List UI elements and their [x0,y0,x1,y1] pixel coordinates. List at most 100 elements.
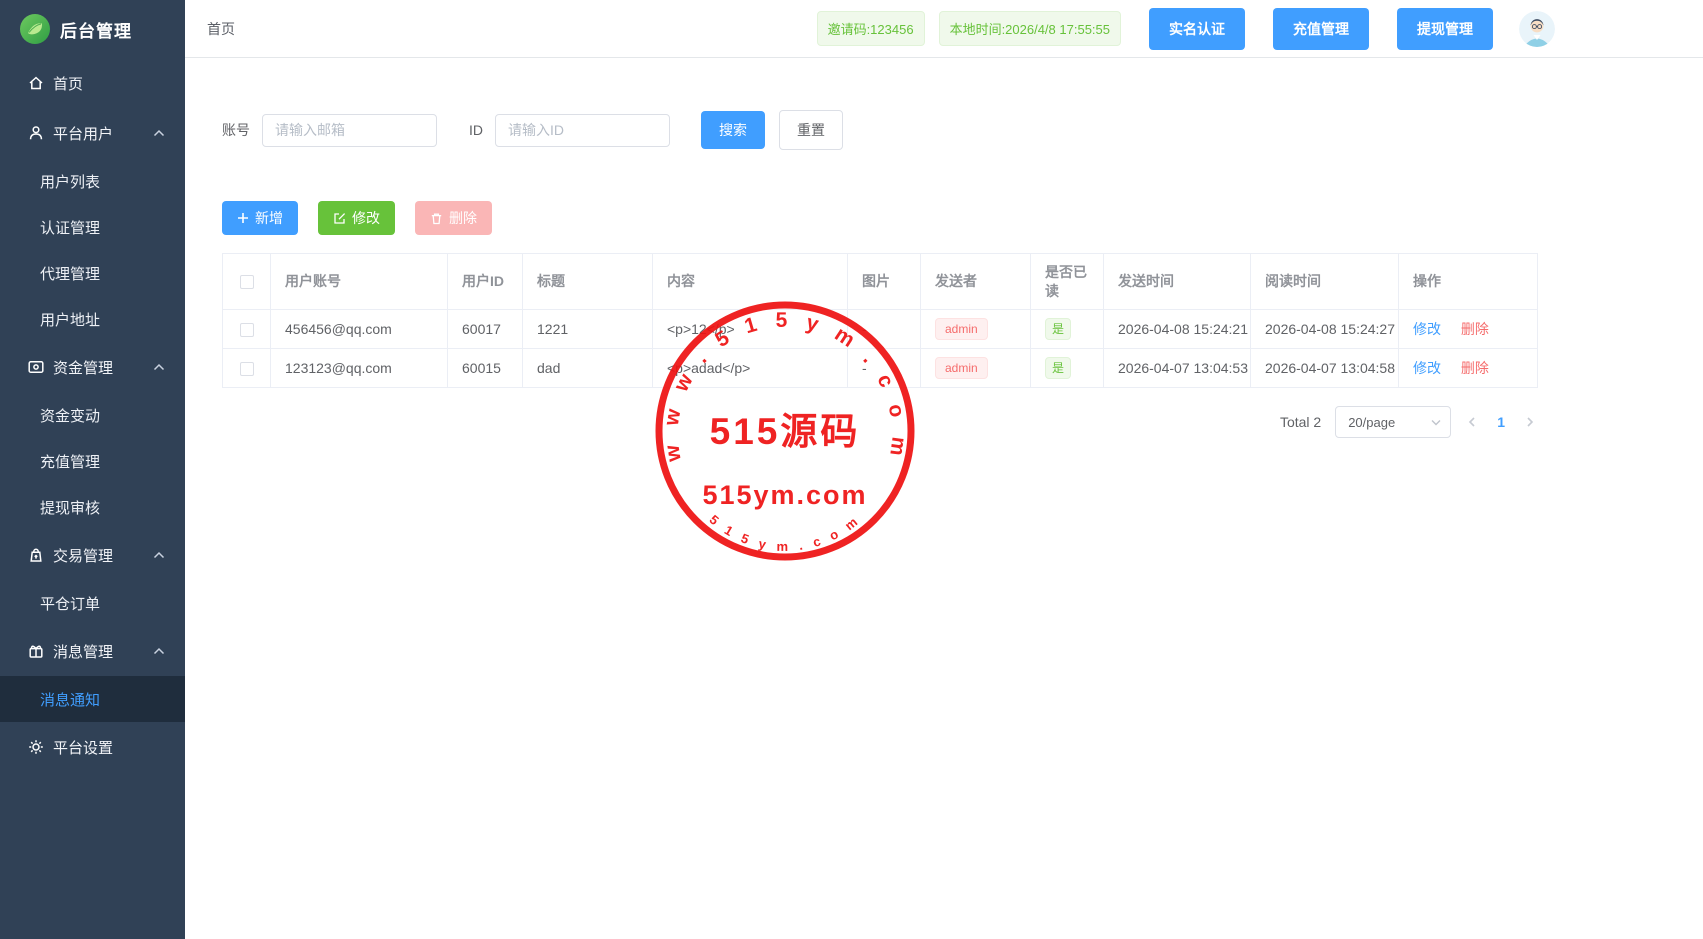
page-number[interactable]: 1 [1497,414,1505,430]
sidebar-item-funds[interactable]: 资金管理 [0,342,185,392]
pagination-total: Total 2 [1279,414,1322,430]
sidebar-item-platform-users[interactable]: 平台用户 [0,108,185,158]
search-button[interactable]: 搜索 [701,111,765,149]
col-header-content: 内容 [652,253,848,310]
add-button[interactable]: 新增 [222,201,298,235]
table-toolbar: 新增 修改 删除 [222,201,1703,235]
sidebar-group-label: 平台用户 [53,125,114,143]
cell-image: - [847,348,921,388]
sidebar-group-label: 交易管理 [53,547,114,565]
table-row: 123123@qq.com 60015 dad <p>adad</p> - ad… [222,348,1538,388]
sidebar-group-messages: 消息管理 消息通知 [0,626,185,722]
chevron-down-icon [1431,419,1441,426]
row-edit-link[interactable]: 修改 [1413,321,1441,337]
sidebar-subitem-label: 提现审核 [40,499,101,517]
withdraw-manage-button[interactable]: 提现管理 [1397,7,1493,50]
chevron-left-icon[interactable] [1465,416,1479,428]
cell-send-time: 2026-04-08 15:24:21 [1103,309,1251,349]
sidebar-subitem-label: 用户列表 [40,173,101,191]
table-row: 456456@qq.com 60017 1221 <p>12</p> - adm… [222,309,1538,349]
id-label: ID [469,122,483,138]
sidebar-group-trade: 交易管理 平仓订单 [0,530,185,626]
sidebar-subitem-label: 认证管理 [40,219,101,237]
cell-account: 123123@qq.com [270,348,448,388]
read-status-badge: 是 [1045,318,1072,340]
cell-title: 1221 [522,309,653,349]
table-header-row: 用户账号 用户ID 标题 内容 图片 发送者 是否已读 发送时间 阅读时间 操作 [222,253,1538,310]
row-edit-link[interactable]: 修改 [1413,360,1441,376]
sidebar-item-message-notice[interactable]: 消息通知 [0,676,185,722]
logo-row: 后台管理 [0,0,185,58]
page-size-select[interactable]: 20/page [1335,406,1452,438]
cell-image: - [847,309,921,349]
sidebar-group-funds: 资金管理 资金变动 充值管理 提现审核 [0,342,185,530]
sidebar-item-user-list[interactable]: 用户列表 [0,158,185,204]
sidebar-item-home[interactable]: 首页 [0,58,185,108]
sidebar-subitem-label: 充值管理 [40,453,101,471]
sidebar-item-agent-manage[interactable]: 代理管理 [0,250,185,296]
filter-bar: 账号 ID 搜索 重置 [222,110,1703,150]
edit-button[interactable]: 修改 [318,201,395,235]
top-header: 首页 邀请码:123456 本地时间:2026/4/8 17:55:55 实名认… [185,0,1703,58]
row-delete-link[interactable]: 删除 [1460,321,1489,337]
home-icon [27,74,45,92]
main-area: 首页 邀请码:123456 本地时间:2026/4/8 17:55:55 实名认… [185,0,1703,939]
col-header-user-id: 用户ID [447,253,523,310]
content-area: 账号 ID 搜索 重置 新增 [185,58,1703,438]
col-header-send-time: 发送时间 [1103,253,1251,310]
sidebar-item-withdraw-review[interactable]: 提现审核 [0,484,185,530]
col-header-account: 用户账号 [270,253,448,310]
sidebar-item-recharge-manage[interactable]: 充值管理 [0,438,185,484]
cell-send-time: 2026-04-07 13:04:53 [1103,348,1251,388]
local-time-badge: 本地时间:2026/4/8 17:55:55 [938,11,1121,46]
sidebar-group-platform-users: 平台用户 用户列表 认证管理 代理管理 用户地址 [0,108,185,342]
user-icon [27,124,45,142]
edit-square-icon [333,212,346,225]
cell-user-id: 60015 [447,348,523,388]
col-header-title: 标题 [522,253,653,310]
id-input[interactable] [495,113,670,147]
sidebar-item-trade[interactable]: 交易管理 [0,530,185,580]
row-delete-link[interactable]: 删除 [1460,360,1489,376]
chevron-right-icon[interactable] [1523,416,1537,428]
sidebar-subitem-label: 资金变动 [40,407,101,425]
avatar-icon[interactable] [1519,10,1555,47]
cell-content: <p>12</p> [652,309,848,349]
row-checkbox[interactable] [239,362,254,377]
leaf-icon [20,14,50,44]
sender-badge: admin [935,357,988,379]
realname-auth-button[interactable]: 实名认证 [1149,7,1245,50]
sidebar-item-platform-settings[interactable]: 平台设置 [0,722,185,772]
sidebar-group-label: 资金管理 [53,359,114,377]
edit-button-label: 修改 [352,210,380,226]
sidebar-item-fund-changes[interactable]: 资金变动 [0,392,185,438]
col-header-sender: 发送者 [920,253,1031,310]
sidebar-item-user-address[interactable]: 用户地址 [0,296,185,342]
sidebar-item-messages[interactable]: 消息管理 [0,626,185,676]
cell-account: 456456@qq.com [270,309,448,349]
sidebar-item-label: 平台设置 [53,739,114,757]
cell-title: dad [522,348,653,388]
delete-button-label: 删除 [449,210,477,226]
gift-icon [27,642,45,660]
delete-button[interactable]: 删除 [415,201,492,235]
reset-button[interactable]: 重置 [779,110,843,150]
sidebar-item-auth-manage[interactable]: 认证管理 [0,204,185,250]
invite-code-badge: 邀请码:123456 [816,11,925,46]
sidebar-group-label: 消息管理 [53,643,114,661]
sidebar-item-close-orders[interactable]: 平仓订单 [0,580,185,626]
row-checkbox[interactable] [239,323,254,338]
account-input[interactable] [262,113,437,147]
header-right-cluster: 邀请码:123456 本地时间:2026/4/8 17:55:55 实名认证 充… [816,7,1555,50]
col-header-actions: 操作 [1398,253,1538,310]
account-label: 账号 [222,122,250,138]
select-all-checkbox[interactable] [239,275,254,290]
chevron-up-icon [153,551,165,560]
sidebar-subitem-label: 消息通知 [40,691,101,709]
recharge-manage-button[interactable]: 充值管理 [1273,7,1369,50]
trash-icon [430,212,443,225]
sidebar-subitem-label: 用户地址 [40,311,101,329]
cell-user-id: 60017 [447,309,523,349]
chevron-up-icon [153,363,165,372]
